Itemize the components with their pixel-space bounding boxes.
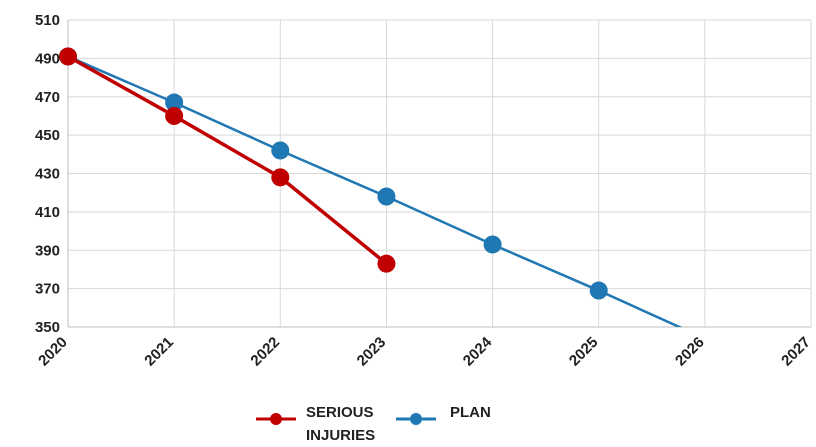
data-point	[165, 93, 184, 112]
data-point	[483, 235, 502, 254]
y-tick-label: 490	[35, 50, 60, 67]
y-tick-label: 410	[35, 204, 60, 221]
legend-label: PLAN	[450, 404, 491, 421]
y-tick-label: 370	[35, 281, 60, 298]
x-tick-label: 2024	[460, 333, 496, 369]
x-tick-label: 2026	[672, 334, 708, 370]
y-tick-label: 350	[35, 319, 60, 336]
data-point	[271, 141, 290, 160]
y-tick-label: 470	[35, 89, 60, 106]
markers-layer	[59, 47, 608, 300]
legend: SERIOUS INJURIES PLAN	[256, 404, 491, 444]
legend-swatch-marker	[410, 413, 422, 425]
x-tick-label: 2022	[247, 334, 283, 370]
x-tick-label: 2023	[354, 334, 390, 370]
y-tick-label: 430	[35, 166, 60, 183]
legend-label: SERIOUS	[306, 404, 374, 421]
data-point	[271, 168, 290, 187]
grid	[67, 19, 812, 328]
data-point	[589, 281, 608, 300]
x-tick-label: 2021	[141, 334, 177, 370]
data-point	[377, 254, 396, 273]
data-point	[377, 187, 396, 206]
data-point	[165, 106, 184, 125]
y-tick-label: 390	[35, 242, 60, 259]
y-tick-label: 510	[35, 12, 60, 29]
legend-swatch-marker	[270, 413, 282, 425]
axes: 350 370 390 410 430 450 470 490 510 2020 2021 2022 2…	[35, 12, 814, 369]
x-tick-label: 2025	[566, 334, 602, 370]
legend-label: INJURIES	[306, 427, 375, 444]
data-point	[59, 47, 77, 66]
x-tick-label: 2027	[778, 334, 814, 370]
x-tick-label: 2020	[35, 334, 71, 370]
y-tick-label: 450	[35, 127, 60, 144]
series-line	[68, 54, 388, 266]
